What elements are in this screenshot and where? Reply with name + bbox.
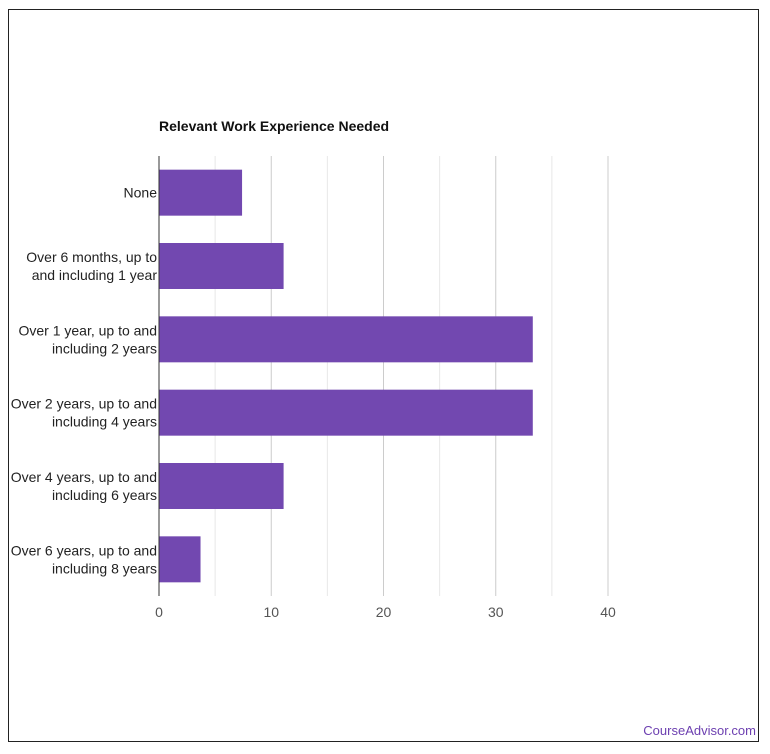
bar [159,536,201,583]
x-tick-label: 0 [155,604,163,620]
bar [159,243,284,289]
bar [159,316,533,363]
bars [159,169,533,583]
category-label: Over 6 months, up to [26,249,157,265]
grid-lines [214,156,609,596]
bar [159,169,243,216]
category-labels: None Over 6 months, up to and including 1 … [11,185,158,577]
category-label: Over 2 years, up to and [11,396,157,412]
chart-title: Relevant Work Experience Needed [159,118,390,134]
x-tick-label: 30 [488,604,504,620]
category-label: Over 6 years, up to and [11,542,157,558]
category-label: including 2 years [52,340,157,356]
bar [159,389,533,436]
x-tick-label: 10 [263,604,279,620]
x-tick-label: 40 [600,604,616,620]
category-label: Over 1 year, up to and [18,322,157,338]
category-label: including 6 years [52,487,157,503]
category-label: Over 4 years, up to and [11,469,157,485]
x-tick-labels: 0 10 20 30 40 [155,604,616,620]
category-label: None [124,185,158,201]
watermark: CourseAdvisor.com [643,723,756,738]
category-label: including 8 years [52,560,157,576]
category-label: including 4 years [52,414,157,430]
x-tick-label: 20 [376,604,392,620]
bar [159,463,284,509]
category-label: and including 1 year [32,267,158,283]
